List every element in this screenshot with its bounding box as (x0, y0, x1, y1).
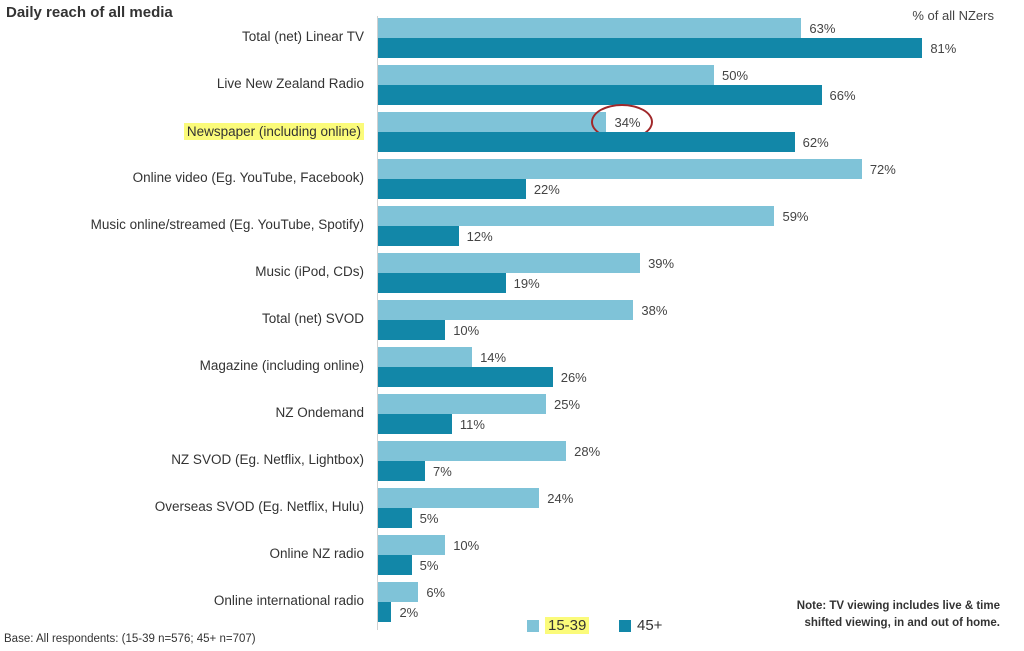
category-label-magazine-including-online: Magazine (including online) (199, 358, 364, 373)
bar-45-online-international-radio (378, 602, 392, 622)
bar-45-music-ipod-cds (378, 273, 506, 293)
data-label-15-39-live-new-zealand-radio: 50% (722, 68, 749, 83)
data-label-45-overseas-svod-eg-netflix-hulu: 5% (419, 511, 439, 526)
data-label-15-39-total-net-linear-tv: 63% (809, 21, 836, 36)
category-axis-line (377, 16, 378, 630)
data-label-45-online-nz-radio: 5% (419, 558, 439, 573)
data-label-45-music-online-streamed-eg-youtube-spotify: 12% (466, 229, 493, 244)
bar-45-magazine-including-online (378, 367, 553, 387)
data-label-45-nz-svod-eg-netflix-lightbox: 7% (433, 464, 452, 479)
bar-15-39-total-net-linear-tv (378, 18, 802, 38)
bar-45-online-video-eg-youtube-facebook (378, 179, 526, 199)
category-label-nz-ondemand: NZ Ondemand (275, 405, 364, 420)
data-label-45-total-net-linear-tv: 81% (930, 41, 957, 56)
bar-15-39-music-online-streamed-eg-youtube-spotify (378, 206, 775, 226)
data-label-15-39-music-ipod-cds: 39% (648, 256, 675, 271)
bar-45-total-net-svod (378, 320, 446, 340)
bar-15-39-live-new-zealand-radio (378, 65, 714, 85)
data-label-45-nz-ondemand: 11% (459, 417, 485, 432)
bar-45-nz-ondemand (378, 414, 452, 434)
data-label-15-39-online-international-radio: 6% (426, 585, 446, 600)
bar-45-live-new-zealand-radio (378, 85, 822, 105)
bar-15-39-magazine-including-online (378, 347, 473, 367)
bar-15-39-nz-svod-eg-netflix-lightbox (378, 441, 567, 461)
data-label-15-39-overseas-svod-eg-netflix-hulu: 24% (547, 491, 574, 506)
bar-45-total-net-linear-tv (378, 38, 923, 58)
bar-15-39-total-net-svod (378, 300, 634, 320)
bar-45-online-nz-radio (378, 555, 412, 575)
category-label-music-ipod-cds: Music (iPod, CDs) (255, 264, 364, 279)
category-label-newspaper-including-online: Newspaper (including online) (183, 123, 364, 140)
category-label-nz-svod-eg-netflix-lightbox: NZ SVOD (Eg. Netflix, Lightbox) (171, 452, 364, 467)
data-label-15-39-online-nz-radio: 10% (453, 538, 480, 553)
footnote: Note: TV viewing includes live & time sh… (796, 600, 1000, 629)
bar-45-overseas-svod-eg-netflix-hulu (378, 508, 412, 528)
data-label-15-39-online-video-eg-youtube-facebook: 72% (869, 162, 896, 177)
category-label-online-video-eg-youtube-facebook: Online video (Eg. YouTube, Facebook) (132, 170, 364, 185)
category-label-online-nz-radio: Online NZ radio (269, 546, 364, 561)
data-label-45-magazine-including-online: 26% (560, 370, 587, 385)
category-label-total-net-svod: Total (net) SVOD (261, 311, 364, 326)
legend-item-45-plus: 45+ (619, 617, 662, 634)
bar-15-39-newspaper-including-online (378, 112, 607, 132)
data-label-15-39-nz-svod-eg-netflix-lightbox: 28% (574, 444, 601, 459)
bar-15-39-online-nz-radio (378, 535, 446, 555)
data-label-15-39-nz-ondemand: 25% (554, 397, 581, 412)
bar-45-newspaper-including-online (378, 132, 795, 152)
data-label-15-39-magazine-including-online: 14% (480, 350, 507, 365)
bar-15-39-online-video-eg-youtube-facebook (378, 159, 862, 179)
legend-label-15-39: 15-39 (545, 617, 590, 634)
legend-item-15-39: 15-39 (527, 617, 590, 634)
legend-swatch-45-plus (619, 619, 631, 632)
base-note: Base: All respondents: (15-39 n=576; 45+… (4, 633, 256, 645)
data-label-45-online-video-eg-youtube-facebook: 22% (533, 182, 560, 197)
category-label-live-new-zealand-radio: Live New Zealand Radio (216, 76, 364, 91)
data-label-45-newspaper-including-online: 62% (802, 135, 829, 150)
unit-label: % of all NZers (912, 8, 994, 23)
bar-15-39-music-ipod-cds (378, 253, 641, 273)
chart-title: Daily reach of all media (6, 4, 173, 21)
bar-15-39-online-international-radio (378, 582, 419, 602)
legend-swatch-15-39 (527, 619, 539, 632)
category-label-overseas-svod-eg-netflix-hulu: Overseas SVOD (Eg. Netflix, Hulu) (154, 499, 364, 514)
legend-label-45-plus: 45+ (637, 617, 663, 634)
data-label-15-39-music-online-streamed-eg-youtube-spotify: 59% (782, 209, 809, 224)
category-label-music-online-streamed-eg-youtube-spotify: Music online/streamed (Eg. YouTube, Spot… (90, 217, 364, 232)
data-label-45-total-net-svod: 10% (453, 323, 480, 338)
data-label-15-39-total-net-svod: 38% (641, 303, 668, 318)
data-label-45-online-international-radio: 2% (399, 605, 419, 620)
category-label-online-international-radio: Online international radio (213, 593, 364, 608)
bar-45-music-online-streamed-eg-youtube-spotify (378, 226, 459, 246)
bar-45-nz-svod-eg-netflix-lightbox (378, 461, 426, 481)
category-label-total-net-linear-tv: Total (net) Linear TV (241, 29, 364, 44)
data-label-45-live-new-zealand-radio: 66% (829, 88, 856, 103)
bar-15-39-overseas-svod-eg-netflix-hulu (378, 488, 540, 508)
data-label-45-music-ipod-cds: 19% (513, 276, 540, 291)
bar-15-39-nz-ondemand (378, 394, 546, 414)
